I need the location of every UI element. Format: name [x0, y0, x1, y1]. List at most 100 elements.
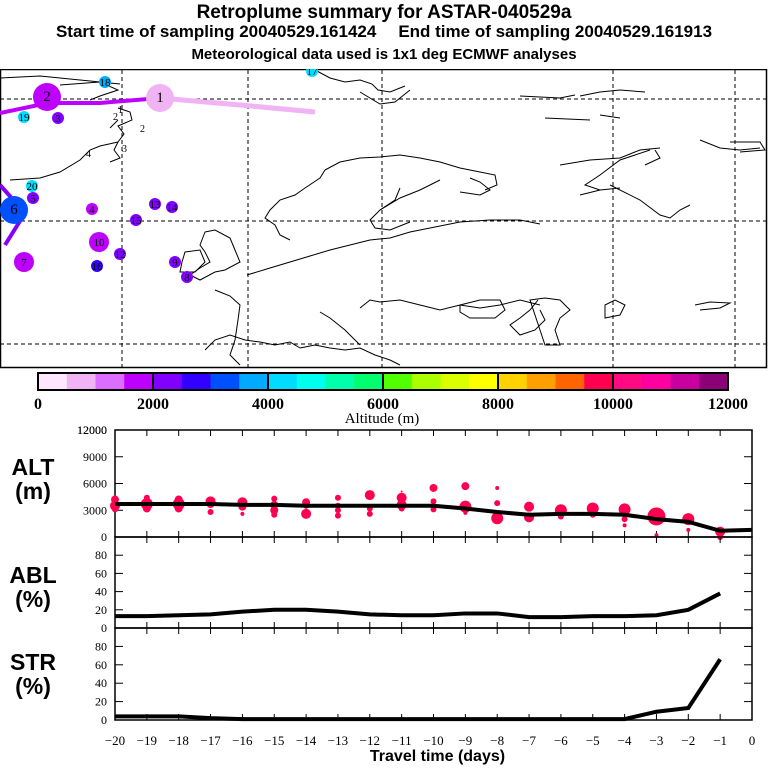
plume-marker-label: 1: [156, 90, 164, 106]
alt-cluster-point: [271, 495, 278, 502]
plume-marker-1: 1: [146, 84, 174, 112]
xaxis-label: Travel time (days): [369, 748, 506, 765]
plume-marker-circle: [130, 214, 142, 226]
plume-marker-label: 20: [27, 181, 39, 193]
alt-cluster-point: [301, 508, 312, 519]
alt-cluster-point: [686, 527, 691, 532]
str-frame: [114, 627, 753, 721]
x-tick-label: −3: [650, 733, 664, 748]
alt-cluster-point: [366, 510, 373, 517]
abl-series-line: [115, 591, 722, 620]
colorbar-cell: [613, 373, 643, 390]
alt-cluster-point: [430, 498, 437, 505]
alt-cluster-point: [142, 504, 151, 513]
plume-marker-label: 18: [100, 77, 112, 89]
colorbar-cell: [526, 373, 556, 390]
plume-marker-label: 15: [131, 215, 143, 227]
alt-name: ALT: [11, 454, 55, 480]
alt-cluster-point: [429, 483, 438, 492]
y-tick-label: 40: [95, 585, 107, 599]
colorbar-cell: [354, 373, 384, 390]
plume-marker-14: 14: [166, 201, 178, 214]
colorbar-ticks: 0 2000 4000 6000 8000 10000 12000: [34, 373, 748, 413]
alt-cluster-point: [654, 533, 659, 538]
alt-cluster-point: [112, 506, 118, 513]
alt-cluster-point: [524, 501, 535, 512]
plume-marker-19: 19: [18, 111, 30, 124]
plume-marker-5: 5: [27, 192, 39, 205]
alt-cluster-point: [334, 507, 341, 514]
plume-marker-label: 8: [184, 272, 190, 284]
colorbar-cell: [440, 373, 470, 390]
plume-marker-18: 18: [99, 76, 111, 89]
colorbar-tick-label: 2000: [137, 396, 169, 413]
plume-marker-17: 17: [306, 69, 318, 78]
plume-marker-circle: [306, 69, 318, 77]
alt-cluster-point: [400, 490, 403, 493]
plume-marker-10: 10: [89, 232, 109, 252]
plume-marker-7: 7: [14, 252, 34, 272]
y-tick-label: 9000: [83, 450, 107, 464]
map-small-labels: 1 2 2 3 4: [86, 105, 145, 160]
y-tick-label: 0: [101, 621, 107, 635]
chart-title: Retroplume summary for ASTAR-040529a: [196, 2, 572, 23]
colorbar-tick-label: 4000: [252, 396, 284, 413]
alt-cluster-point: [494, 500, 501, 507]
y-tick-label: 20: [95, 695, 107, 709]
y-tick-label: 12000: [77, 423, 107, 437]
alt-cluster-point: [334, 512, 341, 519]
plume-marker-circle: [146, 84, 174, 112]
x-tick-label: −6: [554, 733, 568, 748]
abl-panel: 0 20 40 60 80: [95, 536, 753, 635]
plume-marker-circle: [33, 83, 61, 111]
x-tick-label: −1: [713, 733, 727, 748]
abl-unit: (%): [15, 586, 51, 612]
colorbar-cell: [210, 373, 240, 390]
x-tick-label: −20: [105, 733, 125, 748]
plume-marker-6: 6: [0, 196, 28, 224]
plume-marker-circle: [86, 203, 98, 215]
alt-cluster-point: [491, 512, 504, 525]
colorbar-cell: [325, 373, 355, 390]
x-tick-label: −16: [232, 733, 253, 748]
svg-text:4: 4: [86, 149, 91, 160]
abl-panel-label: ABL (%): [8, 563, 58, 611]
str-panel-label: STR (%): [8, 650, 58, 698]
str-unit: (%): [15, 673, 51, 699]
plume-marker-label: 13: [150, 199, 162, 211]
x-tick-label: −11: [392, 733, 412, 748]
x-tick-label: −19: [137, 733, 157, 748]
y-tick-label: 12000: [77, 423, 107, 437]
met-data-label: Meteorological data used is 1x1 deg ECMW…: [191, 46, 577, 63]
x-tick-label: −4: [618, 733, 632, 748]
x-tick-label: −7: [522, 733, 536, 748]
colorbar-label: Altitude (m): [345, 411, 420, 427]
start-time-label: Start time of sampling 20040529.161424: [55, 22, 377, 41]
y-tick-label: 80: [95, 639, 107, 653]
colorbar-tick-label: 0: [34, 396, 42, 413]
colorbar-cell: [670, 373, 700, 390]
colorbar-cell: [153, 373, 183, 390]
plume-marker-circle: [166, 201, 178, 213]
plume-marker-circle: [114, 248, 126, 260]
x-tick-label: −18: [169, 733, 189, 748]
y-tick-label: 3000: [83, 503, 107, 517]
colorbar-cell: [584, 373, 614, 390]
colorbar-cell: [555, 373, 585, 390]
alt-unit: (m): [15, 478, 51, 504]
x-tick-label: −2: [681, 733, 695, 748]
plume-marker-circle: [169, 256, 181, 268]
colorbar-cell: [498, 373, 528, 390]
plume-marker-circle: [181, 271, 193, 283]
y-tick-label: 0: [101, 713, 107, 727]
plume-marker-9: 9: [169, 256, 181, 269]
y-tick-label: 20: [95, 603, 107, 617]
colorbar-cell: [699, 373, 729, 390]
x-tick-label: 0: [749, 733, 756, 748]
colorbar-cell: [66, 373, 96, 390]
alt-cluster-point: [334, 494, 341, 501]
y-tick-label: 6000: [83, 477, 107, 491]
